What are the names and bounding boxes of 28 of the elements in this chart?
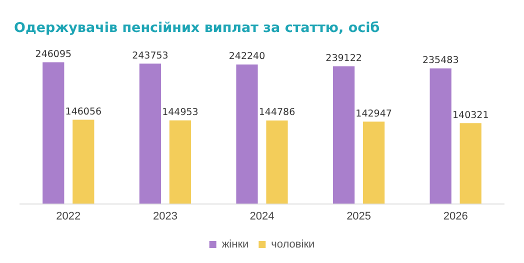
data-label: 235483 <box>422 55 459 66</box>
bar <box>430 68 452 204</box>
bar <box>236 64 258 204</box>
x-tick-label: 2025 <box>346 210 372 222</box>
bar <box>332 66 355 204</box>
data-label: 142947 <box>356 108 392 120</box>
chart-title: Одержувачів пенсійних виплат за статтю, осіб <box>14 20 380 36</box>
data-label: 140321 <box>452 110 489 121</box>
bar <box>72 120 94 204</box>
data-label: 144953 <box>162 107 198 118</box>
bar <box>42 62 64 204</box>
bar <box>363 122 385 204</box>
x-tick-label: 2023 <box>152 210 178 222</box>
x-tick-label: 2024 <box>250 210 274 222</box>
bar <box>266 120 288 204</box>
legend-label: чоловіки <box>271 238 315 251</box>
data-label: 144786 <box>258 107 296 118</box>
x-tick-label: 2022 <box>56 210 81 222</box>
x-tick-label: 2026 <box>443 210 468 222</box>
data-label: 246095 <box>35 48 72 60</box>
data-label: 239122 <box>326 52 362 64</box>
bar <box>169 120 192 204</box>
data-label: 243753 <box>132 50 168 62</box>
data-label: 242240 <box>228 51 266 62</box>
bar <box>460 123 482 204</box>
legend-label: жінки <box>222 238 249 251</box>
bar <box>139 64 161 204</box>
data-label: 146056 <box>65 106 102 118</box>
